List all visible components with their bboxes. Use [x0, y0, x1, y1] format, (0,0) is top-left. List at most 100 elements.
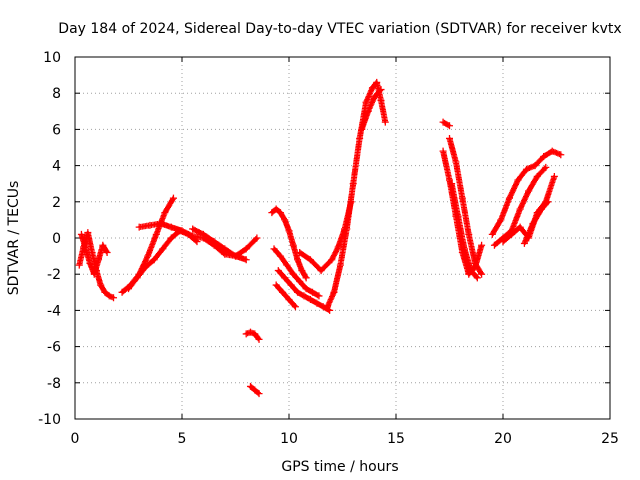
series-track-i [268, 205, 310, 282]
trace-segment [278, 254, 289, 267]
trace-segment [461, 247, 474, 273]
trace-segment [135, 265, 148, 280]
trace-segment [453, 160, 466, 200]
trace-segment [297, 279, 309, 291]
series-track-b [77, 230, 111, 278]
y-tick-label: 6 [52, 122, 61, 138]
series-track-u [490, 163, 550, 249]
trace-segment [160, 236, 174, 251]
trace-segment [530, 207, 544, 226]
trace-segment [304, 286, 315, 295]
trace-segment [76, 245, 87, 267]
series-track-o [358, 86, 385, 133]
trace-segment [248, 384, 257, 393]
trace-segment [372, 87, 384, 99]
trace-segment [550, 148, 563, 158]
x-tick-label: 10 [280, 431, 298, 447]
series-track-e [135, 220, 261, 260]
trace-segment [501, 228, 514, 241]
y-tick-label: -4 [47, 303, 61, 319]
y-tick-label: -10 [38, 412, 61, 428]
trace-segment [233, 253, 248, 263]
trace-segment [448, 182, 461, 218]
x-axis-label: GPS time / hours [281, 459, 398, 475]
series-track-t [488, 147, 565, 238]
series-track-f [189, 225, 250, 264]
trace-segment [269, 206, 279, 215]
trace-segment [169, 224, 184, 234]
trace-segment [107, 293, 116, 301]
trace-segment [325, 290, 337, 309]
trace-segment [297, 250, 313, 262]
trace-segment [319, 257, 334, 273]
y-tick-label: 8 [52, 86, 61, 102]
trace-segment [244, 329, 253, 337]
y-tick-label: 10 [43, 50, 61, 66]
y-tick-label: -2 [47, 267, 61, 283]
y-tick-label: 2 [52, 195, 61, 211]
trace-segment [280, 290, 292, 302]
trace-segment [522, 221, 536, 245]
trace-segment [533, 154, 546, 168]
trace-segment [455, 214, 468, 251]
trace-segment [344, 182, 356, 231]
trace-segment [291, 272, 302, 284]
trace-segment [492, 235, 505, 248]
trace-segment [276, 268, 287, 280]
series-track-n [324, 78, 389, 311]
points-layer [75, 78, 565, 398]
trace-segment [525, 163, 537, 172]
trace-segment [212, 243, 227, 257]
trace-segment [509, 207, 523, 233]
trace-segment [473, 261, 484, 276]
trace-segment [274, 283, 285, 295]
ticks-layer: 0 5 10 15 20 25 -10 -8 -6 -4 -2 0 2 4 6 8 10 [38, 50, 619, 447]
series-track-w [520, 198, 552, 247]
trace-segment [284, 263, 296, 276]
trace-segment [295, 258, 305, 273]
trace-segment [539, 199, 550, 211]
trace-segment [315, 300, 325, 310]
trace-segment [459, 250, 472, 276]
trace-segment [466, 232, 478, 265]
trace-segment [310, 290, 321, 299]
trace-segment [363, 86, 375, 104]
trace-segment [126, 276, 140, 291]
series-track-s [448, 180, 481, 282]
y-tick-label: 0 [52, 231, 61, 247]
x-tick-label: 0 [71, 431, 80, 447]
y-tick-label: 4 [52, 159, 61, 175]
plot-frame [74, 56, 611, 420]
trace-segment [535, 165, 548, 179]
trace-segment [100, 243, 110, 255]
trace-segment [459, 196, 472, 236]
trace-segment [201, 235, 216, 248]
series-track-g [242, 328, 263, 343]
series-track-r [446, 134, 486, 278]
y-axis-label: SDTVAR / TECUs [6, 181, 22, 296]
trace-segment [337, 227, 350, 267]
trace-segment [274, 206, 283, 215]
trace-segment [98, 283, 108, 295]
trace-segment [158, 221, 173, 230]
trace-segment [180, 228, 195, 239]
trace-segment [517, 189, 531, 211]
trace-segment [78, 232, 89, 251]
trace-segment [162, 196, 176, 215]
series-track-h [246, 382, 263, 398]
trace-segment [515, 167, 529, 182]
trace-segment [271, 246, 283, 259]
trace-segment [331, 263, 343, 294]
trace-segment [85, 231, 95, 254]
trace-segment [290, 243, 301, 262]
trace-segment [212, 239, 227, 252]
trace-segment [91, 258, 102, 276]
series-track-k [274, 267, 334, 314]
trace-segment [103, 290, 112, 298]
trace-segment [543, 175, 557, 204]
trace-segment [223, 246, 238, 259]
trace-segment [295, 290, 306, 299]
x-tick-label: 20 [494, 431, 512, 447]
trace-segment [299, 268, 309, 280]
